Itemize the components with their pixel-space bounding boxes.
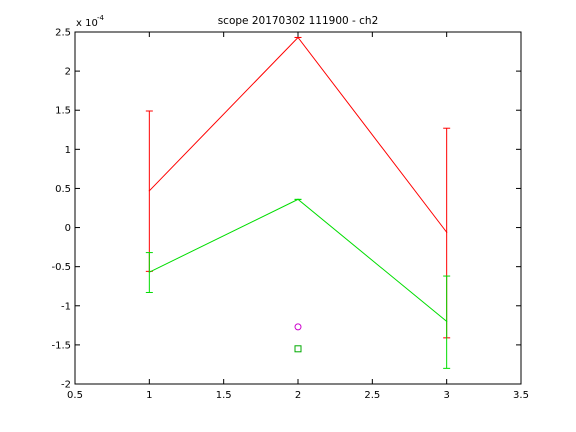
y-tick-label: -1 xyxy=(61,301,71,312)
data-point xyxy=(297,36,299,39)
data-point xyxy=(446,320,448,323)
y-scale-exponent: -4 xyxy=(97,14,105,22)
x-tick-label: 3 xyxy=(443,390,449,401)
series-layer xyxy=(145,36,451,369)
x-tick-label: 0.5 xyxy=(67,390,83,401)
x-tick-label: 2.5 xyxy=(364,390,380,401)
data-point xyxy=(297,198,299,200)
y-tick-label: -0.5 xyxy=(51,262,71,273)
marker-layer xyxy=(294,323,302,353)
data-point xyxy=(148,271,150,273)
x-tick-label: 1.5 xyxy=(216,390,232,401)
y-tick-label: -1.5 xyxy=(51,340,71,351)
square-marker xyxy=(294,345,302,353)
y-tick-label: 2 xyxy=(65,67,71,78)
y-tick-label: 0 xyxy=(65,223,71,234)
plot-area xyxy=(74,31,522,385)
y-tick-label: 1.5 xyxy=(55,106,71,117)
x-tick-label: 3.5 xyxy=(513,390,529,401)
y-tick-label: 0.5 xyxy=(55,184,71,195)
y-tick-label: -2 xyxy=(61,380,71,391)
x-axis: 0.5 1 1.5 2 2.5 3 3.5 xyxy=(67,32,529,401)
circle-marker xyxy=(294,323,302,331)
y-tick-label: 2.5 xyxy=(55,28,71,39)
y-scale-base: x 10 xyxy=(76,18,98,29)
y-axis: -2 -1.5 -1 -0.5 0 0.5 1 1.5 2 2.5 xyxy=(51,28,521,391)
y-tick-label: 1 xyxy=(65,145,71,156)
data-point xyxy=(446,231,448,233)
x-tick-label: 2 xyxy=(295,390,301,401)
data-point xyxy=(148,190,150,192)
chart-title: scope 20170302 111900 - ch2 xyxy=(218,15,379,27)
x-tick-label: 1 xyxy=(146,390,152,401)
